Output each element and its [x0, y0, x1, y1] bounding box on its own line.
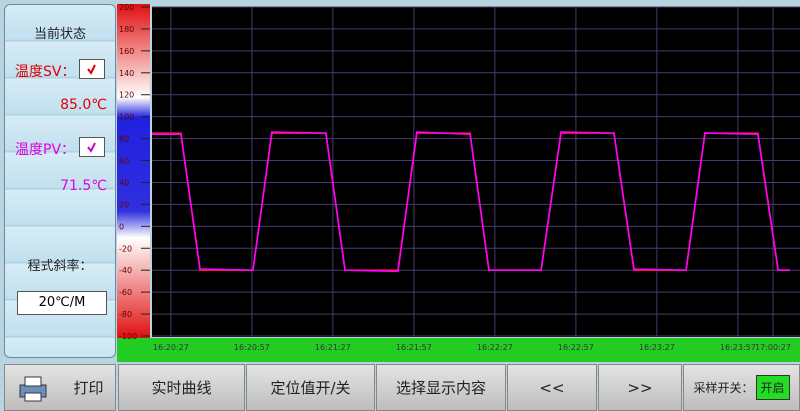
x-tick-label: 16:22:27 [477, 343, 513, 352]
y-tick-label: -60 [119, 288, 132, 297]
x-tick-label: 16:21:57 [396, 343, 432, 352]
button[interactable]: << [507, 364, 597, 411]
x-tick-label: 16:23:57 [720, 343, 756, 352]
ramp-label: 程式斜率： [27, 259, 93, 274]
y-tick-label: -20 [119, 244, 132, 253]
x-tick-label: 17:00:27 [755, 343, 791, 352]
sv-value: 85.0℃ [60, 97, 107, 113]
y-tick-label: 200 [119, 3, 134, 12]
print-button[interactable]: 打印 [4, 364, 116, 411]
y-axis-bar [117, 4, 150, 338]
y-tick-label: 80 [119, 135, 129, 144]
x-tick-label: 16:20:57 [234, 343, 270, 352]
series-line [152, 131, 791, 273]
button[interactable]: >> [598, 364, 682, 411]
print-label: 打印 [73, 379, 104, 397]
sampling-panel: 采样开关： 开启 [683, 364, 800, 411]
sampling-toggle[interactable]: 开启 [755, 375, 790, 400]
y-tick-label: 120 [119, 91, 134, 100]
button[interactable]: 实时曲线 [118, 364, 245, 411]
button[interactable]: 定位值开/关 [246, 364, 375, 411]
ramp-value: 20℃/M [17, 291, 107, 315]
sampling-label: 采样开关： [693, 381, 754, 395]
y-tick-label: 160 [119, 47, 134, 56]
y-tick-label: -80 [119, 310, 132, 319]
printer-icon [19, 376, 47, 401]
sv-checkbox[interactable] [79, 59, 105, 79]
x-tick-label: 16:23:27 [639, 343, 675, 352]
check-icon [87, 64, 96, 75]
y-tick-label: 40 [119, 178, 129, 187]
x-tick-label: 16:20:27 [153, 343, 189, 352]
x-tick-label: 16:21:27 [315, 343, 351, 352]
y-tick-label: 60 [119, 157, 129, 166]
y-tick-label: -40 [119, 266, 132, 275]
y-tick-label: 100 [119, 113, 134, 122]
button[interactable]: 选择显示内容 [376, 364, 506, 411]
x-tick-label: 16:22:57 [558, 343, 594, 352]
pv-checkbox[interactable] [79, 137, 105, 157]
status-panel: 当前状态 温度SV： 85.0℃ 温度PV： 71.5℃ 程式斜率： 20℃/M [4, 4, 116, 358]
y-tick-label: -100 [119, 332, 137, 341]
check-icon [87, 142, 96, 153]
y-tick-label: 0 [119, 222, 124, 231]
x-axis-bar [117, 338, 800, 362]
pv-label: 温度PV： [15, 142, 76, 158]
pv-value: 71.5℃ [60, 178, 107, 194]
y-tick-label: 20 [119, 200, 129, 209]
sv-label: 温度SV： [15, 64, 76, 80]
panel-title: 当前状态 [33, 27, 86, 42]
y-tick-label: 140 [119, 69, 134, 78]
y-tick-label: 180 [119, 25, 134, 34]
chart: -100 -80 -60 -40 -20 0 20 40 60 80 100 120 140 160 180… [117, 3, 800, 362]
